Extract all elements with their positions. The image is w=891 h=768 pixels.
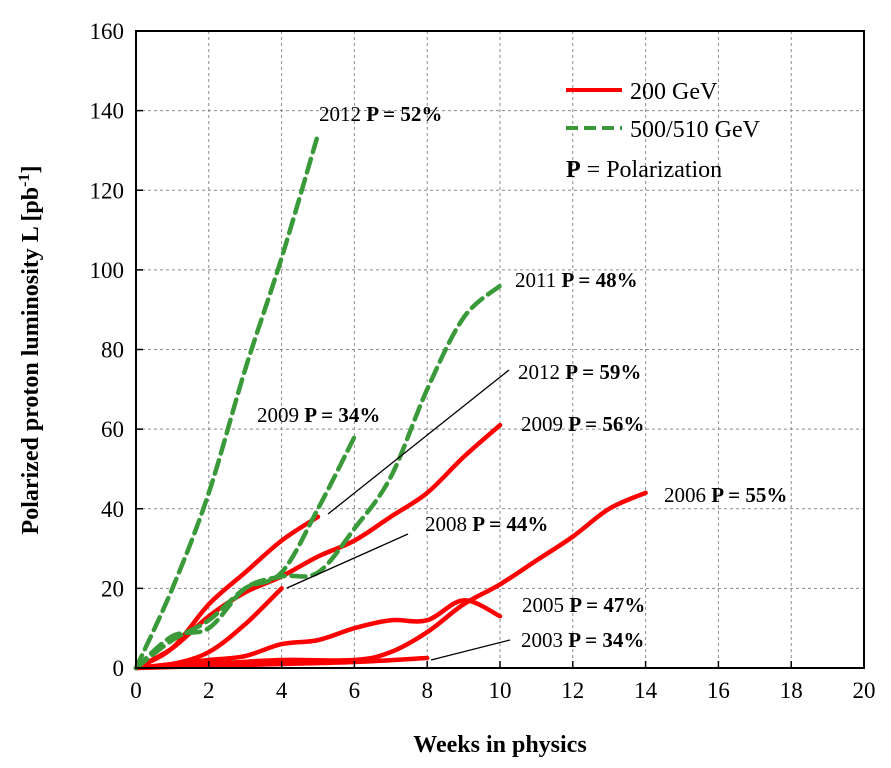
y-tick-label: 20	[101, 576, 124, 601]
series-label-2012-dashed: 2012 P = 52%	[319, 102, 442, 126]
y-tick-label: 120	[90, 178, 125, 203]
series-line-2012-dashed	[133, 132, 321, 671]
series-label-2011-dashed: 2011 P = 48%	[515, 268, 638, 292]
label-leader-lines	[286, 369, 511, 661]
y-tick-label: 80	[101, 338, 124, 363]
y-tick-label: 60	[101, 417, 124, 442]
y-tick-label: 140	[90, 99, 125, 124]
series-line-2006-solid	[133, 490, 648, 671]
series-label-2003-solid: 2003 P = 34%	[521, 628, 644, 652]
legend-solid-label: 200 GeV	[630, 79, 718, 105]
legend-note-bold: P	[566, 157, 581, 183]
legend-note-rest: = Polarization	[581, 157, 723, 183]
x-tick-label: 0	[130, 678, 142, 703]
series-line-2011-dashed	[133, 283, 503, 671]
x-tick-label: 2	[203, 678, 215, 703]
y-axis-title: Polarized proton luminosity L [pb-1]	[16, 166, 44, 535]
legend: 200 GeV 500/510 GeV P = Polarization	[566, 79, 761, 183]
y-tick-label: 160	[90, 19, 125, 44]
x-tick-label: 4	[276, 678, 288, 703]
series-labels: 2012 P = 52% 2011 P = 48% 2009 P = 34% 2012…	[257, 102, 787, 652]
leader-line	[430, 639, 511, 661]
series-label-2005-solid: 2005 P = 47%	[522, 593, 645, 617]
x-tick-label: 10	[489, 678, 512, 703]
y-axis-title-sup: -1	[16, 174, 33, 187]
legend-note: P = Polarization	[566, 157, 722, 183]
series-label-2009-solid: 2009 P = 56%	[521, 412, 644, 436]
legend-dashed-label: 500/510 GeV	[630, 117, 761, 143]
leader-line	[286, 533, 409, 589]
leader-line	[327, 369, 510, 515]
y-axis-title-main: Polarized proton luminosity L [pb	[18, 187, 44, 535]
series-label-2006-solid: 2006 P = 55%	[664, 483, 787, 507]
tick-labels: 0 2 4 6 8 10 12 14 16 18 20 0 20 40 60 80 100 120 140 160	[90, 19, 876, 703]
x-tick-label: 20	[853, 678, 876, 703]
y-tick-label: 0	[113, 656, 125, 681]
series-line-2009-dashed	[133, 434, 357, 671]
y-axis-title-end: ]	[18, 166, 44, 174]
series-lines	[133, 132, 648, 671]
y-tick-label: 40	[101, 497, 124, 522]
series-line-2005-solid	[133, 598, 503, 671]
x-tick-label: 12	[561, 678, 584, 703]
series-label-2012-solid: 2012 P = 59%	[518, 360, 641, 384]
x-tick-label: 6	[349, 678, 361, 703]
x-tick-label: 8	[421, 678, 433, 703]
x-tick-label: 14	[634, 678, 658, 703]
x-tick-label: 16	[707, 678, 730, 703]
x-axis-title: Weeks in physics	[413, 732, 586, 758]
series-label-2008-solid: 2008 P = 44%	[425, 512, 548, 536]
y-tick-label: 100	[90, 258, 125, 283]
series-label-2009-dashed: 2009 P = 34%	[257, 403, 380, 427]
x-tick-label: 18	[780, 678, 803, 703]
